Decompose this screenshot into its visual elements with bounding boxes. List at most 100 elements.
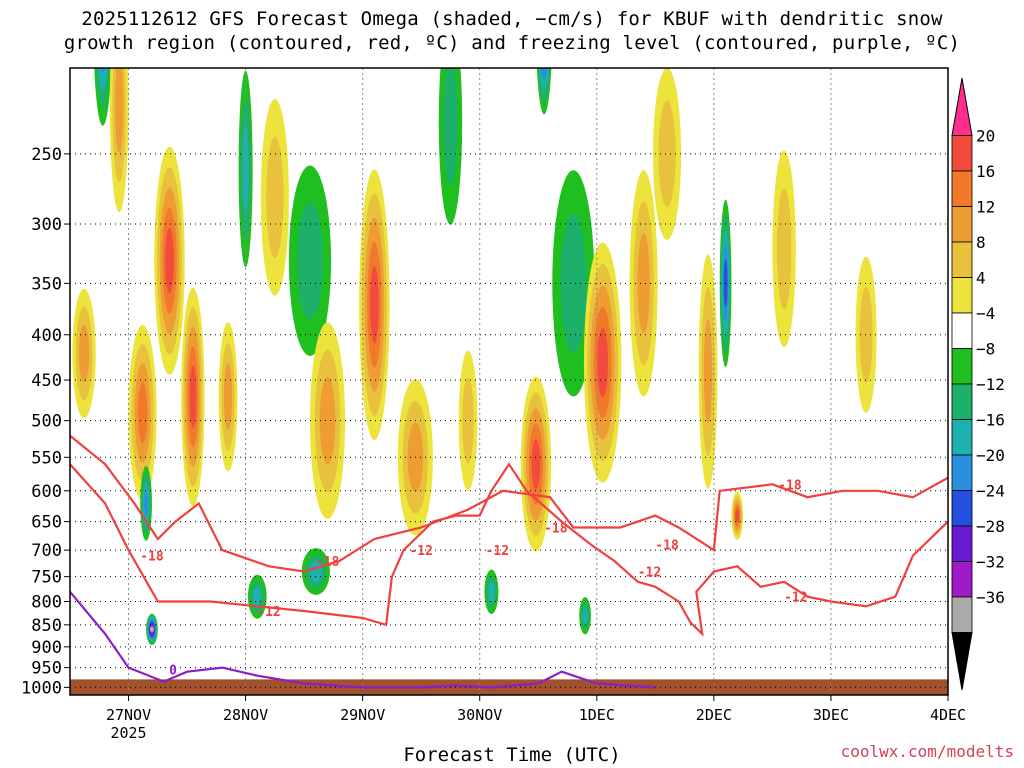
omega-blob-19 [552,170,595,397]
omega-shade [531,439,541,490]
omega-blob-2 [109,68,129,213]
colorbar-arrow-top [951,77,973,136]
y-tick-label: 650 [31,513,62,533]
colorbar-label: 4 [976,269,986,288]
colorbar-swatch [951,170,973,207]
contour-line-freezing [70,591,656,689]
y-tick-label: 300 [31,215,62,235]
omega-shade [165,228,174,294]
colorbar-swatch [951,561,973,598]
colorbar-label: −32 [976,553,1005,572]
omega-blob-22 [652,68,682,240]
omega-blob-29 [579,597,591,635]
omega-shade [637,233,650,334]
omega-shade [100,68,105,74]
contour-label: -12 [486,544,509,559]
contour-label: -18 [655,539,679,554]
omega-shade [98,68,108,91]
colorbar-label: 12 [976,198,995,217]
omega-blob-31 [247,574,267,619]
omega-blob-6 [146,613,158,646]
colorbar-label: 20 [976,127,995,146]
contour-label: -12 [638,566,661,581]
colorbar-label: −12 [976,375,1005,394]
omega-blob-15 [438,68,463,225]
y-tick-label: 800 [31,593,62,613]
contour-label: -18 [140,550,164,565]
omega-blob-21 [629,170,658,397]
omega-blob-11 [288,165,332,356]
x-tick-label: 29NOV [340,706,385,724]
x-tick-label: 3DEC [813,706,849,724]
colorbar-swatch [951,312,973,349]
plot-background [70,68,948,695]
omega-shade [658,100,676,207]
chart-title-line-1: 2025112612 GFS Forecast Omega (shaded, −… [81,8,943,30]
omega-shade [115,68,124,153]
omega-blob-12 [309,322,346,519]
omega-shade [443,68,458,186]
omega-shade [100,0,105,56]
colorbar-label: −36 [976,588,1005,607]
omega-blob-1 [94,0,112,126]
y-tick-label: 450 [31,371,62,391]
omega-shade [703,319,713,424]
colorbar-arrow-bottom [951,632,973,691]
ground-fill [70,679,948,695]
omega-shade [560,213,587,353]
omega-shade [319,376,336,465]
colorbar-swatch [951,206,973,243]
omega-blob-10 [260,99,289,296]
contour-label: -18 [778,478,802,493]
y-tick-label: 700 [31,541,62,561]
omega-shade [266,137,284,258]
contour-label: -12 [784,591,807,606]
colorbar-swatch [951,419,973,456]
x-tick-label: 27NOV [106,706,151,724]
y-tick-label: 750 [31,568,62,588]
colorbar-label: 16 [976,162,995,181]
omega-shade [597,328,609,397]
omega-blob-23 [698,254,718,489]
omega-blob-18 [520,376,552,552]
omega-shade [223,363,233,430]
colorbar-label: −4 [976,304,995,323]
colorbar-swatch [951,348,973,385]
omega-shade [189,365,197,429]
omega-shade [542,9,546,46]
contour-label: -12 [409,544,432,559]
y-tick-label: 600 [31,482,62,502]
contour-line-dgzm12 [70,462,948,637]
omega-shade [540,68,548,81]
colorbar-swatch [951,135,973,172]
colorbar-swatch [951,277,973,314]
omega-blob-3 [128,324,157,501]
omega-blob-28 [484,569,499,614]
chart-title-line-2: growth region (contoured, red, ºC) and f… [63,32,961,54]
y-tick-label: 400 [31,326,62,346]
x-tick-label: 1DEC [579,706,615,724]
colorbar-swatch [951,525,973,562]
contour-label: -18 [316,555,340,570]
omega-shade [543,68,545,69]
x-tick-label: 4DEC [930,706,966,724]
credit-link[interactable]: coolwx.com/modelts [840,742,1014,761]
contour-label: 0 [169,664,177,679]
omega-shade [149,626,154,633]
colorbar-swatch [951,454,973,491]
x-tick-label: 2DEC [696,706,732,724]
colorbar: 20 16 12 8 4 −4 −8 −12 −16 −20 −24 −28 −32 −36 [951,77,1005,691]
omega-shade [462,377,474,464]
y-tick-label: 900 [31,638,62,658]
contour-label: -12 [257,605,280,620]
colorbar-swatch [951,596,973,633]
y-tick-label: 350 [31,274,62,294]
omega-shade [370,266,379,344]
omega-blob-0 [72,288,96,419]
colorbar-label: −28 [976,517,1005,536]
y-tick-label: 1000 [21,678,62,698]
omega-shade [297,202,323,320]
y-tick-label: 500 [31,412,62,432]
omega-shade [776,188,792,310]
